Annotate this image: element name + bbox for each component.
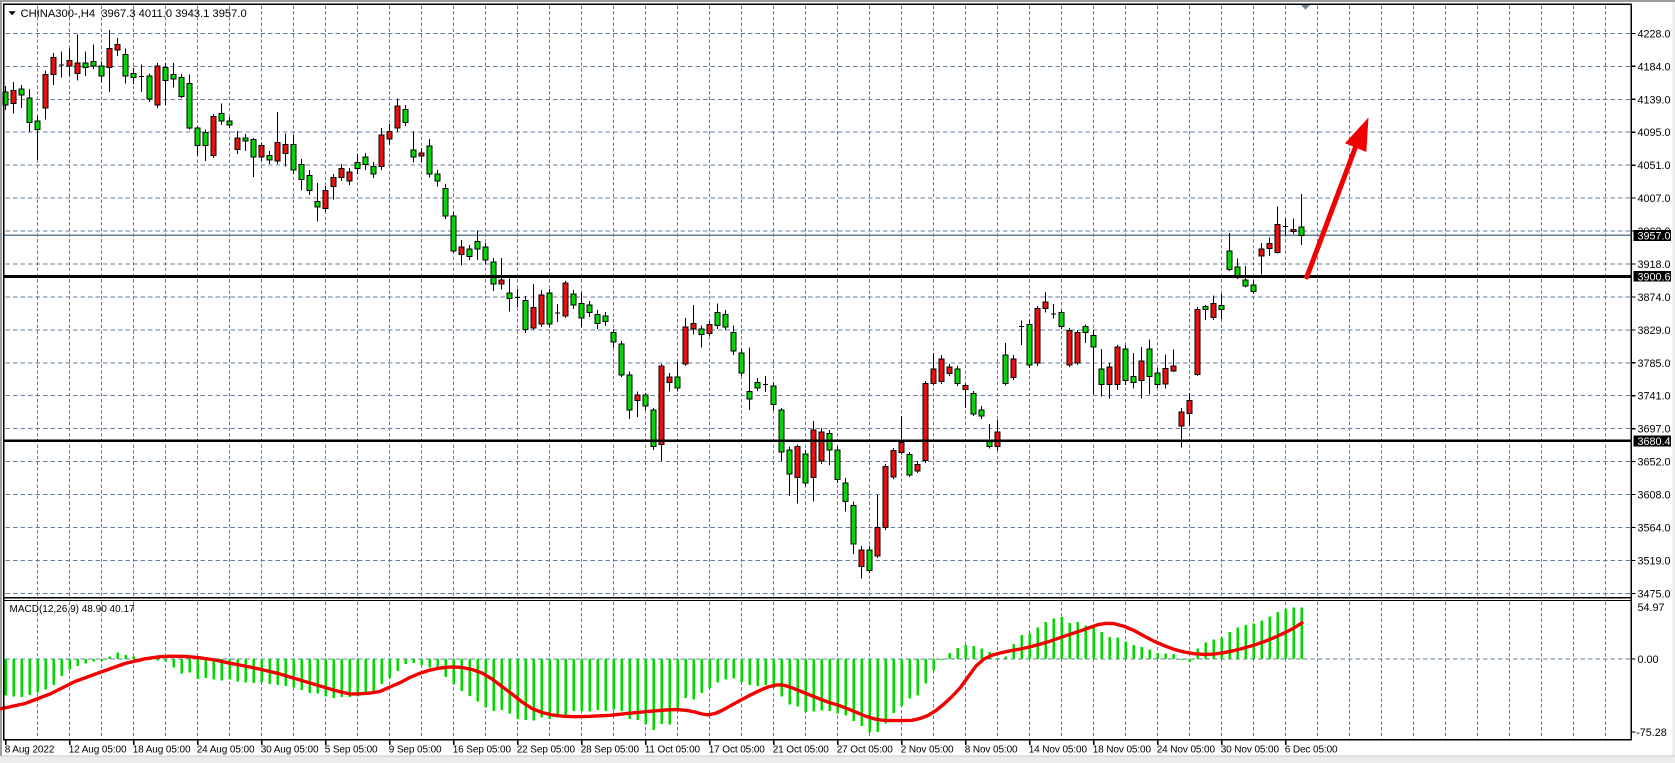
svg-text:4051.0: 4051.0 bbox=[1638, 160, 1671, 172]
svg-text:8 Nov 05:00: 8 Nov 05:00 bbox=[965, 745, 1018, 756]
svg-text:11 Oct 05:00: 11 Oct 05:00 bbox=[645, 745, 701, 756]
svg-text:54.97: 54.97 bbox=[1638, 602, 1665, 614]
svg-text:3652.0: 3652.0 bbox=[1638, 457, 1671, 469]
svg-text:4139.0: 4139.0 bbox=[1638, 94, 1671, 106]
svg-text:24 Nov 05:00: 24 Nov 05:00 bbox=[1157, 745, 1216, 756]
svg-text:30 Nov 05:00: 30 Nov 05:00 bbox=[1221, 745, 1280, 756]
svg-text:0.00: 0.00 bbox=[1638, 654, 1659, 666]
svg-text:16 Sep 05:00: 16 Sep 05:00 bbox=[453, 745, 512, 756]
svg-text:9 Sep 05:00: 9 Sep 05:00 bbox=[389, 745, 442, 756]
svg-text:22 Sep 05:00: 22 Sep 05:00 bbox=[517, 745, 576, 756]
svg-text:28 Sep 05:00: 28 Sep 05:00 bbox=[581, 745, 640, 756]
svg-text:5 Sep 05:00: 5 Sep 05:00 bbox=[325, 745, 378, 756]
svg-text:27 Oct 05:00: 27 Oct 05:00 bbox=[837, 745, 894, 756]
svg-text:4095.0: 4095.0 bbox=[1638, 127, 1671, 139]
svg-text:3829.0: 3829.0 bbox=[1638, 325, 1671, 337]
svg-text:4228.0: 4228.0 bbox=[1638, 28, 1671, 40]
svg-text:4007.0: 4007.0 bbox=[1638, 193, 1671, 205]
svg-text:30 Aug 05:00: 30 Aug 05:00 bbox=[261, 745, 319, 756]
svg-text:3519.0: 3519.0 bbox=[1638, 555, 1671, 567]
svg-text:2 Nov 05:00: 2 Nov 05:00 bbox=[901, 745, 954, 756]
svg-text:6 Dec 05:00: 6 Dec 05:00 bbox=[1285, 745, 1338, 756]
svg-text:MACD(12,26,9) 48.90 40.17: MACD(12,26,9) 48.90 40.17 bbox=[10, 604, 136, 615]
svg-text:18 Aug 05:00: 18 Aug 05:00 bbox=[133, 745, 191, 756]
svg-text:17 Oct 05:00: 17 Oct 05:00 bbox=[709, 745, 766, 756]
svg-text:3697.0: 3697.0 bbox=[1638, 424, 1671, 436]
svg-text:3564.0: 3564.0 bbox=[1638, 523, 1671, 535]
svg-text:12 Aug 05:00: 12 Aug 05:00 bbox=[69, 745, 127, 756]
svg-text:3874.0: 3874.0 bbox=[1638, 292, 1671, 304]
svg-text:18 Nov 05:00: 18 Nov 05:00 bbox=[1093, 745, 1152, 756]
svg-text:3785.0: 3785.0 bbox=[1638, 358, 1671, 370]
svg-text:24 Aug 05:00: 24 Aug 05:00 bbox=[197, 745, 255, 756]
svg-text:3475.0: 3475.0 bbox=[1638, 588, 1671, 600]
svg-text:CHINA300-,H4 3967.3 4011.0 39: CHINA300-,H4 3967.3 4011.0 3943.1 3957.0 bbox=[21, 8, 247, 20]
svg-text:3957.0: 3957.0 bbox=[1638, 231, 1671, 243]
svg-text:14 Nov 05:00: 14 Nov 05:00 bbox=[1029, 745, 1088, 756]
svg-text:3680.4: 3680.4 bbox=[1638, 436, 1671, 448]
svg-text:4184.0: 4184.0 bbox=[1638, 61, 1671, 73]
svg-text:8 Aug 2022: 8 Aug 2022 bbox=[5, 745, 55, 756]
svg-text:3918.0: 3918.0 bbox=[1638, 259, 1671, 271]
svg-text:3741.0: 3741.0 bbox=[1638, 391, 1671, 403]
svg-text:3608.0: 3608.0 bbox=[1638, 490, 1671, 502]
svg-text:-75.28: -75.28 bbox=[1636, 727, 1667, 739]
svg-text:21 Oct 05:00: 21 Oct 05:00 bbox=[773, 745, 830, 756]
svg-text:3900.6: 3900.6 bbox=[1638, 271, 1671, 283]
